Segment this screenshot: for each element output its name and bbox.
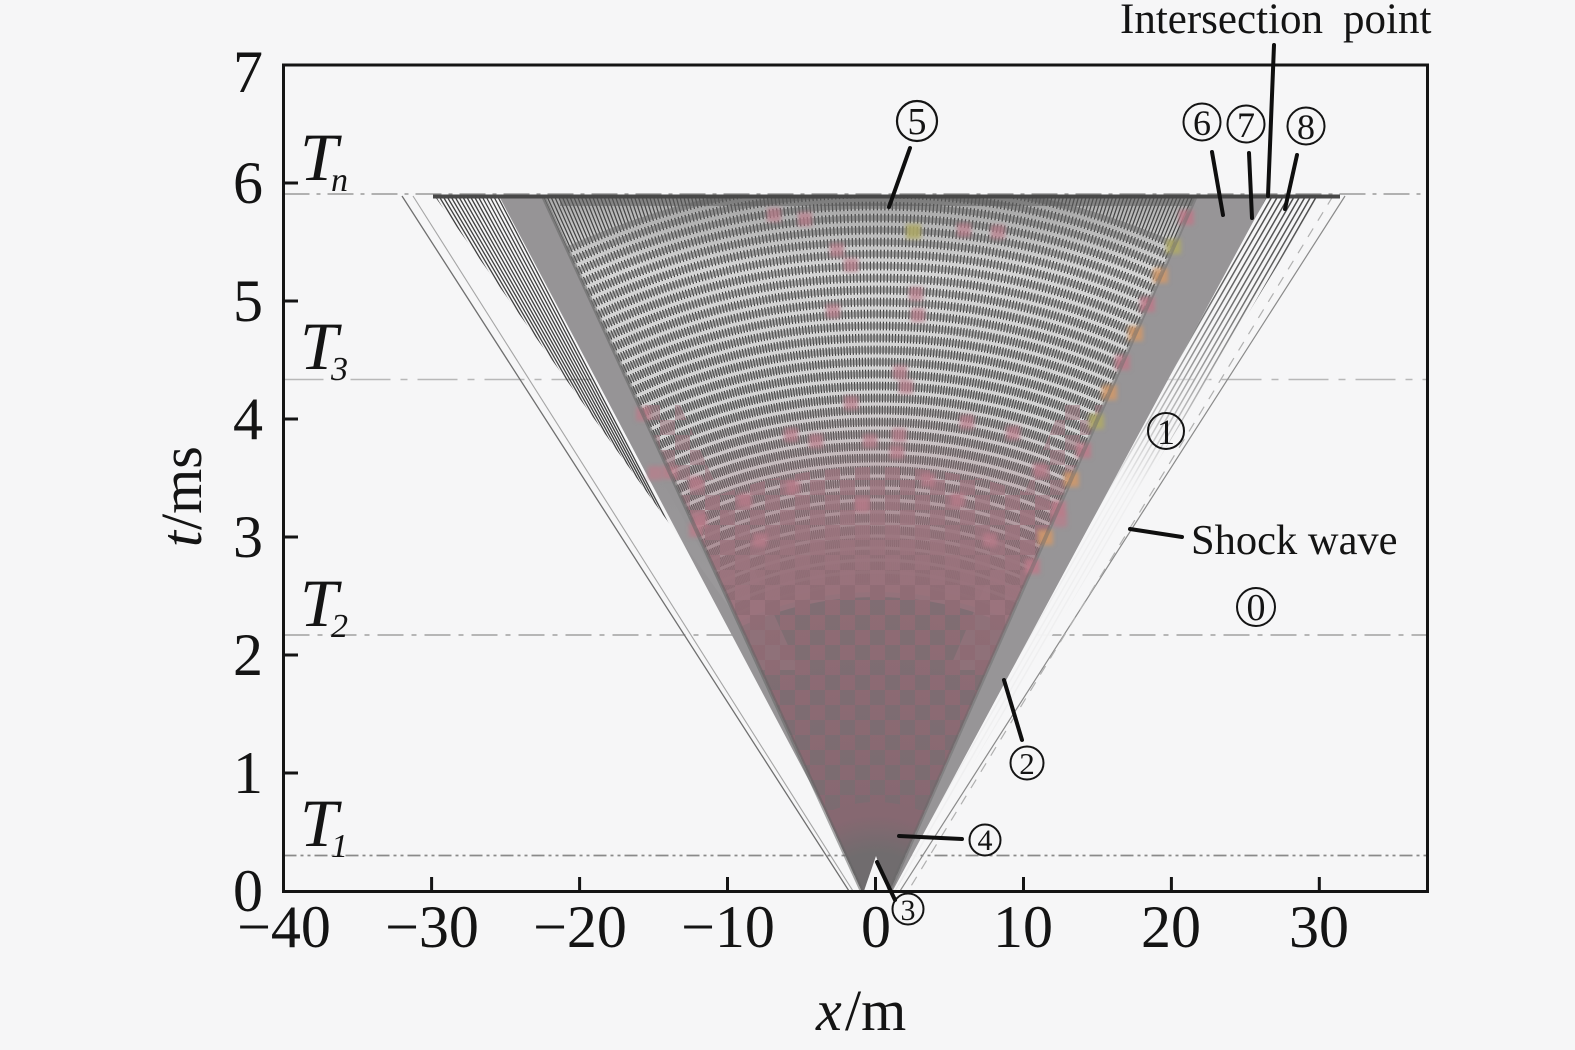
svg-text:T: T [300, 119, 342, 195]
svg-text:3: 3 [901, 894, 916, 927]
svg-text:/m: /m [845, 978, 906, 1043]
svg-text:3: 3 [233, 504, 263, 570]
svg-text:−10: −10 [681, 894, 775, 960]
svg-text:6: 6 [233, 150, 263, 216]
svg-text:30: 30 [1289, 894, 1349, 960]
svg-text:T: T [300, 785, 342, 861]
svg-text:1: 1 [331, 828, 348, 865]
svg-text:0: 0 [233, 858, 263, 924]
svg-text:7: 7 [233, 39, 263, 105]
svg-text:T: T [300, 565, 342, 641]
svg-text:5: 5 [233, 268, 263, 334]
svg-text:2: 2 [233, 622, 263, 688]
svg-text:4: 4 [978, 824, 993, 857]
svg-text:−20: −20 [533, 894, 627, 960]
svg-text:−30: −30 [385, 894, 479, 960]
svg-text:0: 0 [861, 894, 891, 960]
svg-text:Intersection: Intersection [1120, 0, 1323, 43]
svg-text:n: n [331, 162, 348, 199]
svg-text:1: 1 [1157, 412, 1175, 452]
svg-text:x: x [815, 978, 842, 1043]
svg-text:point: point [1343, 0, 1431, 43]
svg-text:0: 0 [1247, 587, 1266, 629]
svg-text:T: T [300, 308, 342, 384]
svg-text:1: 1 [233, 740, 263, 806]
svg-text:6: 6 [1193, 103, 1211, 143]
svg-text:t: t [149, 529, 214, 547]
svg-text:4: 4 [233, 386, 263, 452]
svg-text:2: 2 [331, 608, 348, 645]
svg-text:−40: −40 [237, 894, 331, 960]
svg-text:3: 3 [330, 351, 348, 388]
svg-text:5: 5 [908, 101, 927, 143]
svg-text:20: 20 [1141, 894, 1201, 960]
svg-text:/ms: /ms [149, 446, 214, 530]
svg-text:8: 8 [1297, 107, 1315, 147]
svg-text:2: 2 [1019, 746, 1035, 781]
svg-text:7: 7 [1237, 105, 1255, 145]
svg-text:Shock wave: Shock wave [1191, 517, 1398, 564]
svg-text:10: 10 [993, 894, 1053, 960]
